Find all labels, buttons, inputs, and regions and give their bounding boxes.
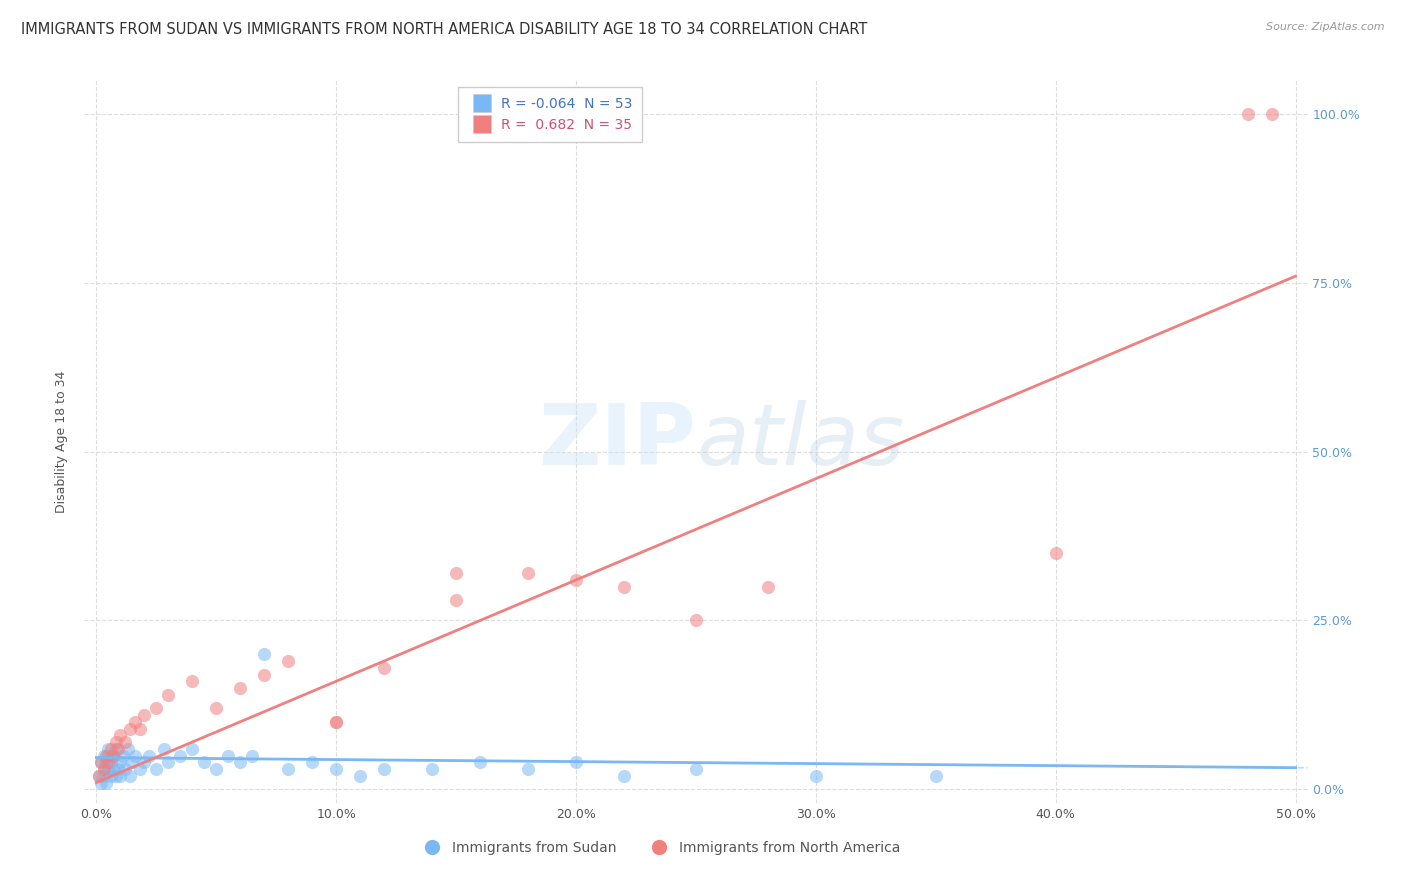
Point: [87, 769, 110, 783]
Point: [93, 762, 115, 776]
Point: [181, 674, 204, 689]
Point: [517, 566, 540, 581]
Point: [100, 741, 122, 756]
Text: Source: ZipAtlas.com: Source: ZipAtlas.com: [1267, 22, 1385, 32]
Point: [138, 748, 160, 763]
Point: [114, 762, 136, 776]
Point: [87, 769, 110, 783]
Point: [114, 735, 136, 749]
Point: [925, 769, 948, 783]
Point: [107, 762, 129, 776]
Point: [90, 775, 112, 789]
Point: [756, 580, 779, 594]
Point: [565, 756, 588, 770]
Point: [124, 714, 146, 729]
Point: [229, 756, 252, 770]
Point: [100, 769, 122, 783]
Point: [94, 748, 117, 763]
Point: [301, 756, 323, 770]
Point: [685, 762, 707, 776]
Point: [93, 748, 115, 763]
Point: [97, 756, 120, 770]
Point: [373, 762, 395, 776]
Point: [1045, 546, 1067, 560]
Point: [229, 681, 252, 695]
Point: [121, 756, 143, 770]
Point: [104, 741, 127, 756]
Point: [134, 756, 156, 770]
Point: [277, 762, 299, 776]
Point: [565, 573, 588, 587]
Point: [169, 748, 191, 763]
Point: [107, 741, 129, 756]
Point: [685, 614, 707, 628]
Point: [277, 654, 299, 668]
Point: [373, 661, 395, 675]
Point: [90, 756, 112, 770]
Point: [1260, 107, 1282, 121]
Point: [128, 722, 150, 736]
Point: [110, 769, 132, 783]
Point: [325, 714, 347, 729]
Point: [104, 735, 127, 749]
Point: [93, 762, 115, 776]
Text: atlas: atlas: [696, 400, 904, 483]
Point: [181, 741, 204, 756]
Point: [100, 756, 122, 770]
Point: [804, 769, 827, 783]
Point: [97, 741, 120, 756]
Point: [94, 775, 117, 789]
Point: [444, 593, 467, 607]
Legend: Immigrants from Sudan, Immigrants from North America: Immigrants from Sudan, Immigrants from N…: [412, 836, 907, 861]
Y-axis label: Disability Age 18 to 34: Disability Age 18 to 34: [55, 370, 69, 513]
Point: [101, 748, 124, 763]
Point: [613, 580, 636, 594]
Point: [253, 667, 276, 681]
Point: [444, 566, 467, 581]
Point: [94, 756, 117, 770]
Point: [152, 741, 174, 756]
Point: [104, 769, 127, 783]
Point: [325, 762, 347, 776]
Point: [325, 714, 347, 729]
Point: [253, 647, 276, 661]
Point: [205, 701, 228, 715]
Point: [134, 708, 156, 723]
Point: [118, 722, 141, 736]
Point: [145, 762, 167, 776]
Point: [101, 748, 124, 763]
Point: [205, 762, 228, 776]
Point: [157, 756, 180, 770]
Point: [124, 748, 146, 763]
Point: [97, 762, 120, 776]
Point: [145, 701, 167, 715]
Point: [118, 769, 141, 783]
Text: ZIP: ZIP: [538, 400, 696, 483]
Point: [97, 748, 120, 763]
Point: [111, 748, 134, 763]
Point: [240, 748, 263, 763]
Point: [193, 756, 215, 770]
Text: IMMIGRANTS FROM SUDAN VS IMMIGRANTS FROM NORTH AMERICA DISABILITY AGE 18 TO 34 C: IMMIGRANTS FROM SUDAN VS IMMIGRANTS FROM…: [21, 22, 868, 37]
Point: [468, 756, 491, 770]
Point: [90, 756, 112, 770]
Point: [420, 762, 443, 776]
Point: [128, 762, 150, 776]
Point: [93, 769, 115, 783]
Point: [613, 769, 636, 783]
Point: [1236, 107, 1258, 121]
Point: [101, 762, 124, 776]
Point: [517, 762, 540, 776]
Point: [157, 688, 180, 702]
Point: [110, 756, 132, 770]
Point: [117, 741, 139, 756]
Point: [349, 769, 371, 783]
Point: [217, 748, 239, 763]
Point: [110, 728, 132, 742]
